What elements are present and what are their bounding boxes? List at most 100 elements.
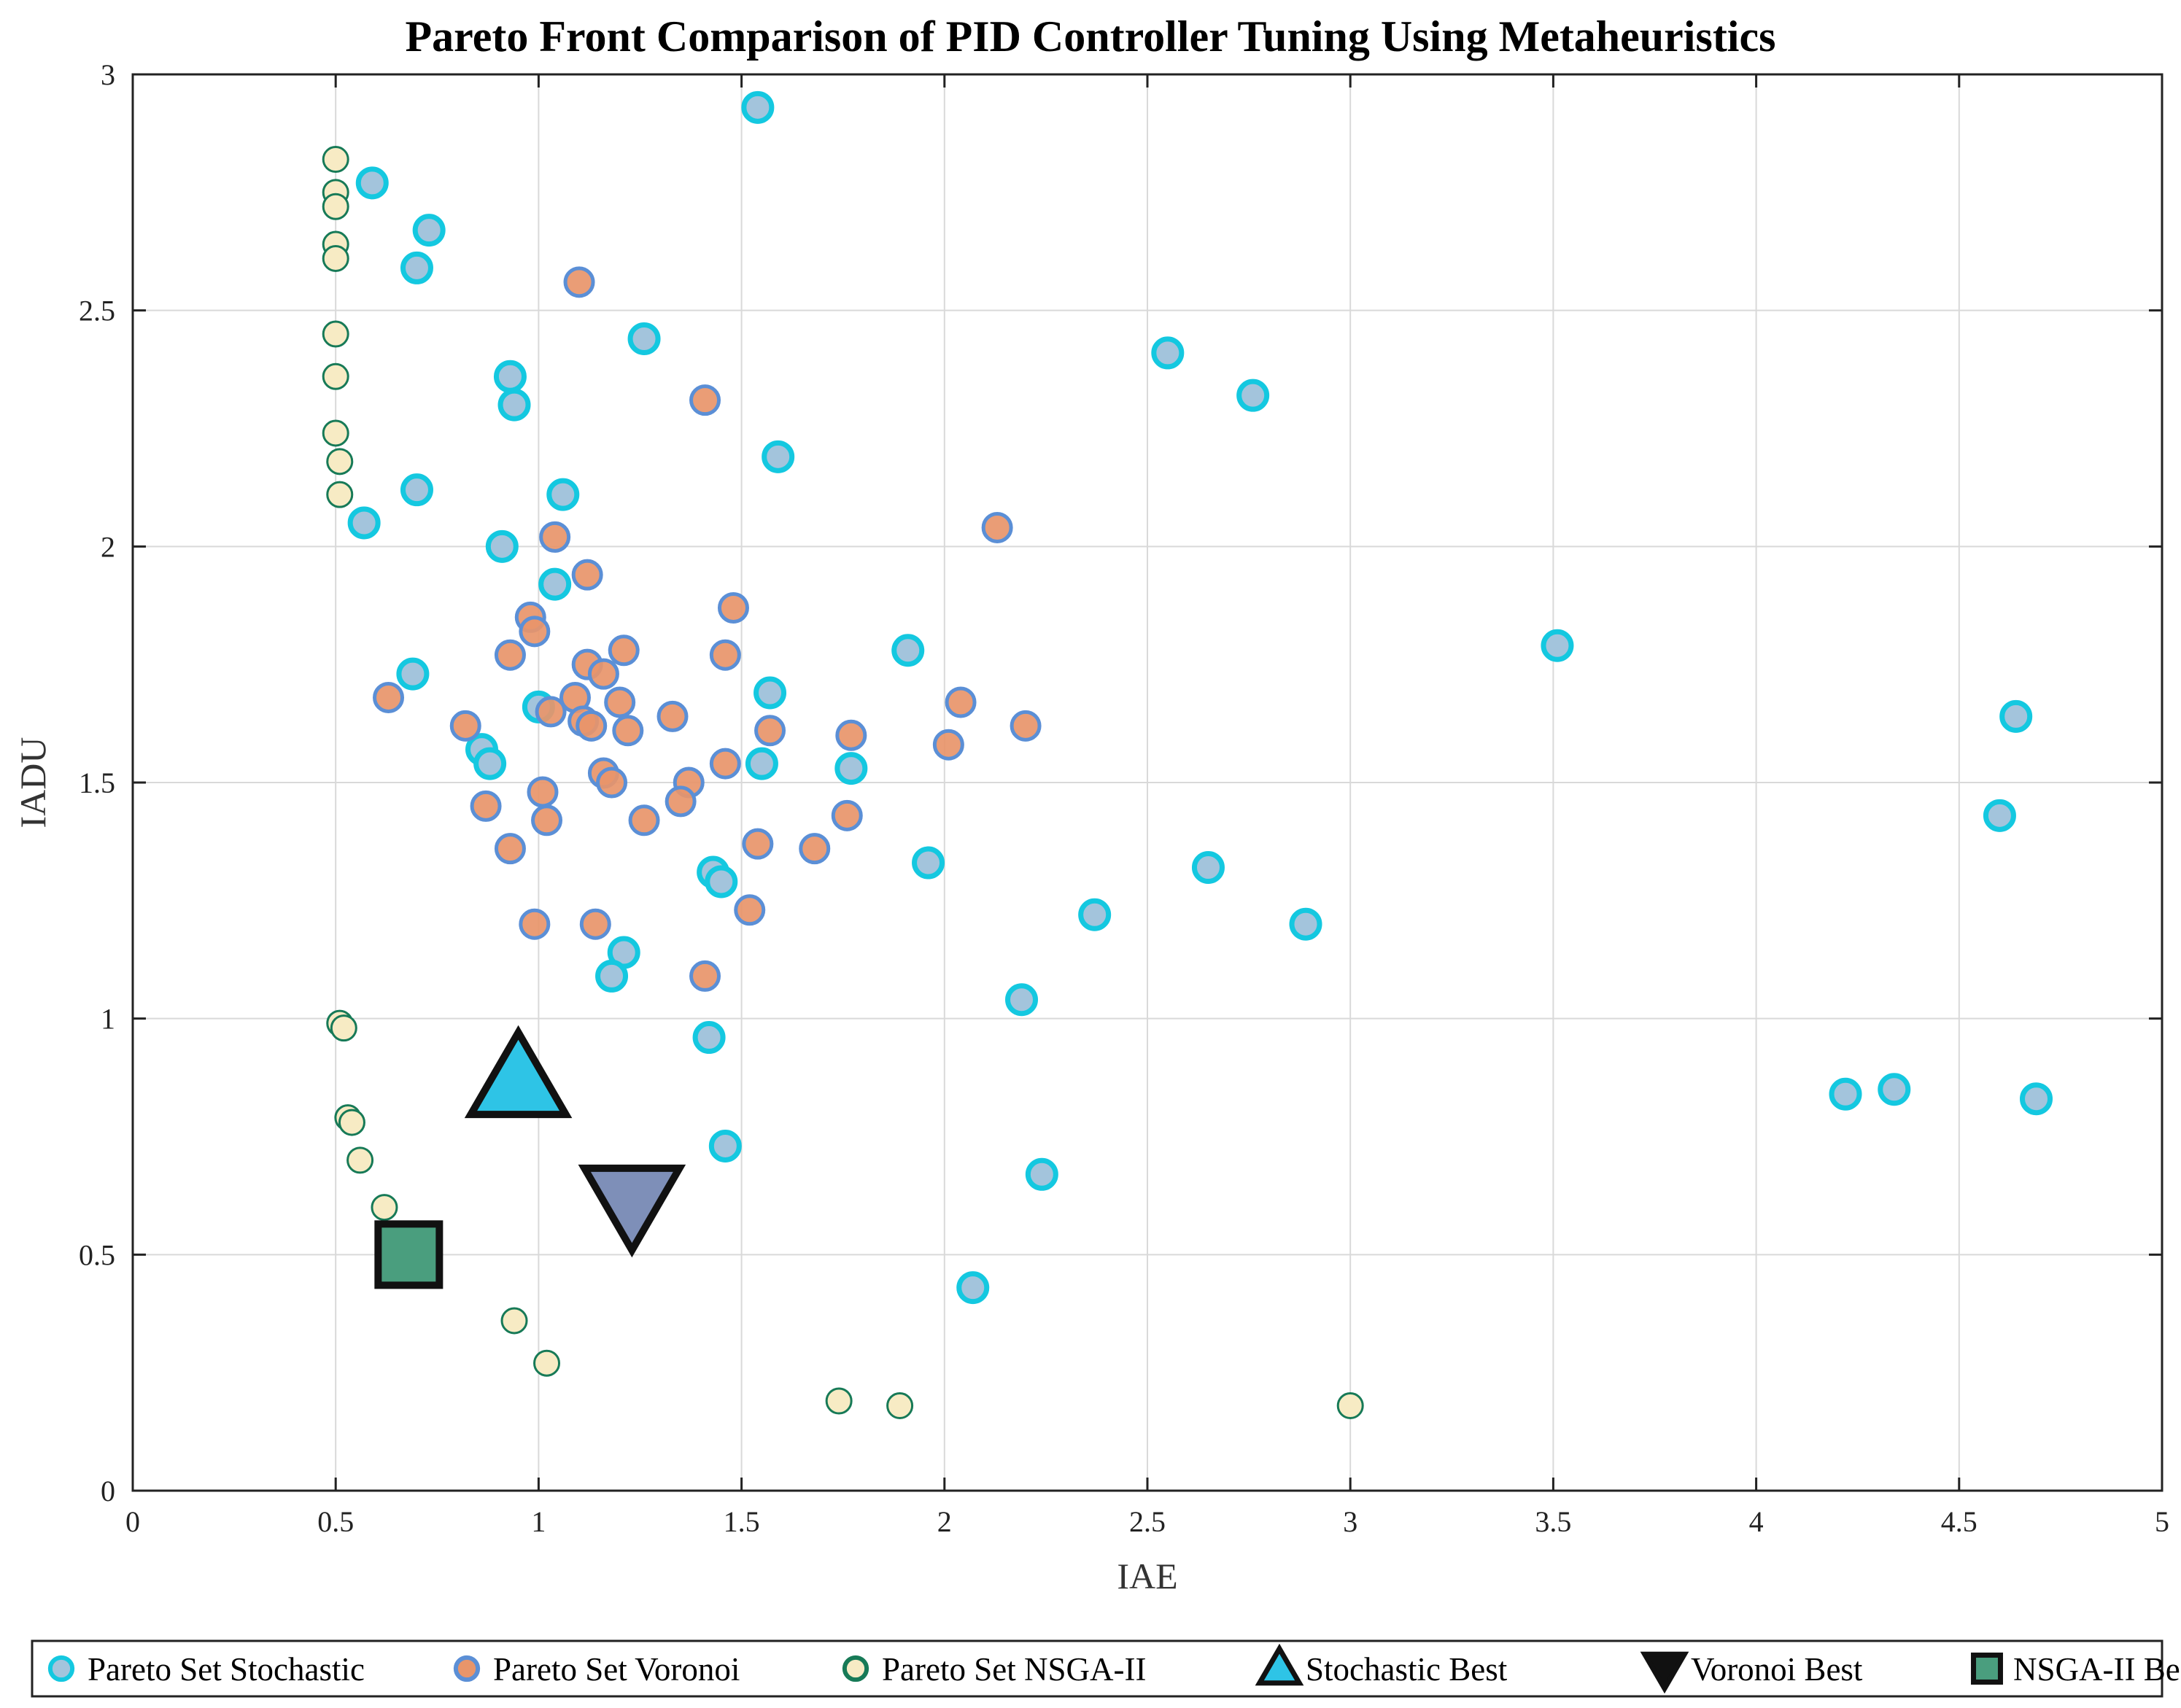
pareto-set-stochastic-point — [1999, 699, 2033, 733]
voronoi-best-marker — [578, 1164, 686, 1258]
pareto-set-nsga-ii-point — [1336, 1391, 1364, 1419]
pareto-set-nsga-ii-point — [533, 1349, 561, 1377]
legend-marker-pareto-set-nsga-ii — [842, 1655, 869, 1682]
pareto-set-stochastic-point — [1541, 629, 1574, 662]
legend-marker-pareto-set-stochastic — [47, 1655, 75, 1682]
pareto-set-voronoi-point — [531, 804, 563, 836]
x-axis-label: IAE — [1117, 1556, 1177, 1596]
y-tick-label: 0.5 — [79, 1238, 115, 1271]
legend-item-nsga-ii-best: NSGA-II Best — [1971, 1651, 2181, 1688]
pareto-set-nsga-ii-point — [371, 1194, 398, 1222]
legend-label-pareto-set-voronoi: Pareto Set Voronoi — [493, 1651, 740, 1688]
pareto-set-stochastic-point — [891, 634, 925, 667]
x-tick-label: 1.5 — [724, 1505, 760, 1538]
legend-label-voronoi-best: Voronoi Best — [1691, 1651, 1863, 1688]
legend-item-stochastic-best: Stochastic Best — [1255, 1643, 1508, 1688]
pareto-set-stochastic-point — [1829, 1077, 1862, 1111]
y-tick-label: 0 — [101, 1475, 115, 1507]
pareto-set-stochastic-point — [912, 846, 945, 880]
best-markers — [374, 1025, 686, 1289]
pareto-set-nsga-ii-point — [322, 244, 349, 272]
pareto-set-voronoi-point — [932, 729, 964, 761]
pareto-set-voronoi-point — [527, 776, 559, 808]
legend-marker-voronoi-best — [1640, 1651, 1689, 1694]
legend-label-pareto-set-stochastic: Pareto Set Stochastic — [88, 1651, 365, 1688]
pareto-set-nsga-ii-point — [825, 1387, 853, 1415]
pareto-set-stochastic-point — [745, 747, 778, 780]
pareto-set-voronoi-point — [373, 681, 405, 713]
y-tick-label: 2.5 — [79, 295, 115, 327]
pareto-set-stochastic-point — [546, 478, 580, 511]
pareto-set-voronoi-point — [519, 908, 551, 940]
pareto-set-stochastic-point — [834, 752, 868, 785]
legend-item-pareto-set-stochastic: Pareto Set Stochastic — [47, 1651, 365, 1688]
pareto-set-nsga-ii-point — [326, 448, 354, 475]
pareto-set-stochastic-point — [956, 1271, 990, 1305]
pareto-set-nsga-ii-point — [326, 481, 354, 508]
pareto-set-voronoi-point — [494, 639, 526, 671]
pareto-set-voronoi-point — [831, 799, 863, 831]
pareto-set-nsga-ii-point — [322, 193, 349, 220]
legend-label-pareto-set-nsga-ii: Pareto Set NSGA-II — [882, 1651, 1146, 1688]
pareto-set-voronoi-point — [470, 790, 502, 822]
pareto-set-voronoi-point — [734, 894, 766, 926]
pareto-set-stochastic-point — [400, 251, 433, 284]
pareto-set-stochastic-point — [493, 360, 527, 393]
nsga-ii-best-marker — [374, 1220, 443, 1289]
pareto-set-voronoi-point — [689, 960, 721, 992]
pareto-set-nsga-ii-point — [322, 362, 349, 390]
pareto-set-voronoi-point — [689, 384, 721, 416]
pareto-set-voronoi-point — [656, 700, 689, 732]
pareto-set-voronoi-point — [612, 715, 644, 747]
pareto-set-stochastic-point — [497, 388, 531, 422]
legend-marker-pareto-set-voronoi — [453, 1655, 481, 1682]
pareto-set-stochastic-point — [754, 676, 787, 710]
pareto-set-voronoi-point — [628, 804, 660, 836]
pareto-set-voronoi-point — [579, 908, 611, 940]
pareto-set-stochastic-point — [2020, 1082, 2053, 1116]
pareto-set-stochastic-point — [1005, 983, 1039, 1017]
legend-label-nsga-ii-best: NSGA-II Best — [2013, 1651, 2181, 1688]
pareto-set-voronoi-point — [587, 658, 619, 690]
pareto-set-voronoi-point — [539, 521, 571, 553]
x-tick-label: 0 — [125, 1505, 140, 1538]
x-tick-label: 2.5 — [1129, 1505, 1166, 1538]
x-tick-label: 2 — [937, 1505, 952, 1538]
pareto-set-nsga-ii-point — [500, 1307, 528, 1335]
pareto-set-nsga-ii-point — [346, 1146, 374, 1174]
pareto-set-stochastic-point — [396, 657, 430, 691]
pareto-set-stochastic-point — [1078, 898, 1112, 931]
pareto-set-voronoi-point — [709, 748, 741, 780]
pareto-set-voronoi-point — [563, 266, 595, 298]
x-tick-label: 3 — [1343, 1505, 1357, 1538]
pareto-set-stochastic-point — [412, 214, 446, 247]
x-tick-label: 5 — [2155, 1505, 2169, 1538]
x-tick-label: 1 — [531, 1505, 546, 1538]
legend-box — [31, 1639, 2163, 1698]
pareto-set-nsga-ii-point — [322, 146, 349, 174]
pareto-set-voronoi-point — [449, 710, 481, 742]
pareto-set-stochastic-point — [1236, 379, 1270, 412]
pareto-set-voronoi-point — [754, 715, 786, 747]
pareto-set-voronoi-point — [604, 686, 636, 718]
x-tick-label: 4 — [1749, 1505, 1764, 1538]
pareto-set-voronoi-point — [1010, 710, 1042, 742]
legend-item-voronoi-best: Voronoi Best — [1640, 1651, 1863, 1694]
y-axis-ticks: 0 0.5 1 1.5 2 2.5 3 — [79, 58, 2162, 1507]
pareto-set-nsga-ii-point — [322, 419, 349, 447]
legend: Pareto Set Stochastic Pareto Set Voronoi P… — [31, 1639, 2181, 1698]
pareto-set-nsga-ii-point — [322, 320, 349, 348]
x-axis-ticks: 0 0.5 1 1.5 2 2.5 3 3.5 4 4.5 5 — [125, 74, 2169, 1538]
pareto-set-voronoi-point — [709, 639, 741, 671]
pareto-set-voronoi-point — [535, 696, 567, 728]
pareto-set-stochastic-point — [538, 567, 572, 601]
stochastic-best-marker — [464, 1025, 573, 1119]
legend-marker-stochastic-best — [1255, 1643, 1304, 1686]
legend-label-stochastic-best: Stochastic Best — [1306, 1651, 1508, 1688]
pareto-set-voronoi-point — [981, 511, 1013, 543]
pareto-set-stochastic-point — [1151, 336, 1185, 370]
y-tick-label: 3 — [101, 58, 115, 91]
pareto-set-stochastic-point — [400, 473, 433, 507]
pareto-set-stochastic-point — [1025, 1157, 1058, 1191]
